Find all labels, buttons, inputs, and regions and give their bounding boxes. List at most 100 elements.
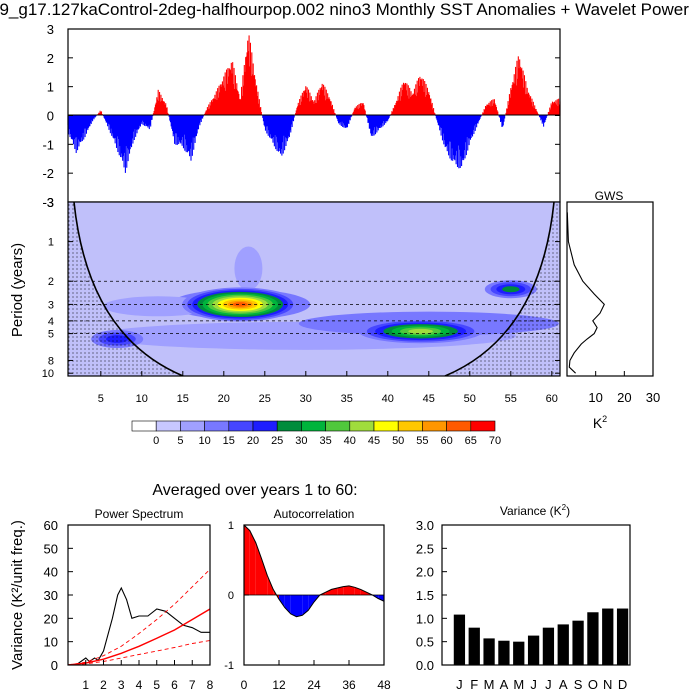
acf-segment [284,595,291,614]
acf-xtick-label: 0 [241,678,248,692]
variance-xtick-label: A [559,677,568,692]
gws-xtick-label: 20 [617,390,631,405]
ps-xtick-label: 7 [189,678,196,692]
acf-segment [337,586,344,595]
variance-bar-O [587,612,599,665]
ps-ytick-label: 60 [44,518,58,533]
acf-segment [349,585,355,595]
wave-xtick-label: 50 [464,393,476,405]
wave-xtick-label: 25 [259,393,271,405]
acf-segment [244,525,250,595]
variance-xtick-label: A [500,677,509,692]
acf-segment [343,585,349,595]
colorbar-label: 0 [153,435,159,447]
ps-series-upper-confidence [68,568,210,665]
gws-line-group [566,212,605,374]
colorbar-label: 20 [247,435,259,447]
coi-hatch-left [68,202,183,376]
variance-xtick-label: F [470,677,478,692]
acf-segment [308,595,314,611]
acf-ytick-label: 1 [228,520,234,532]
wave-xtick-label: 5 [98,393,104,405]
colorbar-label: 65 [465,435,477,447]
acf-segment [290,595,297,617]
acf-segment [325,589,332,595]
wave-xtick-label: 40 [382,393,394,405]
wavelet-frame [67,201,561,377]
ts-ytick-label: 1 [47,80,54,95]
variance-xtick-label: S [574,677,583,692]
colorbar-cell [131,420,157,432]
acf-segment [378,595,384,602]
ps-xtick-label: 2 [100,678,107,692]
colorbar-cell [155,420,181,432]
colorbar-cell [180,420,205,432]
colorbar-label: 45 [368,435,380,447]
colorbar-cell [325,420,351,432]
significance-lines [68,280,560,334]
ts-ytick-label: -2 [42,166,54,181]
ps-xtick-label: 6 [171,678,178,692]
colorbar-cell [373,420,399,432]
variance-ytick-label: 1.5 [416,588,434,603]
acf-segment [331,588,338,595]
power-contour-peak-3 [502,286,520,293]
variance-xtick-label: M [484,677,495,692]
variance-xtick-label: O [588,677,598,692]
colorbar-cell [276,420,302,432]
acf-xtick-label: 36 [342,678,356,692]
ps-series-lower-confidence [68,640,210,665]
variance-bar-M [483,638,495,665]
wave-xtick-label: 60 [546,393,558,405]
autocorrelation-ticks: 0 12 24 36 48 1 0 -1 [224,520,391,692]
cone-of-influence [68,202,560,376]
wave-ytick-label: 8 [48,355,54,367]
variance-title: Variance (K2) [500,503,570,518]
autocorrelation-panel: Autocorrelation 0 12 24 36 48 1 0 -1 [224,507,391,692]
colorbar-cell [397,420,423,432]
autocorrelation-title: Autocorrelation [274,507,355,521]
acf-segment [261,558,268,595]
acf-ytick-label: 0 [228,590,234,602]
ts-ytick-label: -1 [42,137,54,152]
variance-xtick-label: J [545,677,552,692]
timeseries-bars [67,35,561,173]
ps-xtick-label: 3 [118,678,125,692]
variance-ticks: J F M A M J J A S O N D0.00.51.01.52.02.53.0 [416,518,627,692]
colorbar-label: 70 [489,435,501,447]
acf-segment [279,595,285,608]
ps-ytick-label: 10 [44,635,58,650]
power-contour-peak-2 [408,328,433,334]
variance-xtick-label: M [513,677,524,692]
variance-ytick-label: 0.0 [416,658,434,673]
acf-xtick-label: 24 [307,678,321,692]
power-band [234,246,263,291]
colorbar-label: 25 [271,435,283,447]
acf-segment [249,530,256,595]
colorbar-cell [204,420,230,432]
colorbar-label: 5 [177,435,183,447]
averaged-label: Averaged over years 1 to 60: [152,482,357,499]
ps-xtick-label: 5 [153,678,160,692]
power-spectrum-ticks: 1 2 3 4 5 6 7 8 0 10 20 30 40 50 60 [44,518,214,692]
wave-ytick-label: 1 [48,237,54,249]
variance-bar-F [468,627,480,665]
wave-xtick-label: 30 [300,393,312,405]
variance-ytick-label: 2.0 [416,565,434,580]
colorbar-label: 55 [416,435,428,447]
colorbar-label: 35 [319,435,331,447]
gws-ticks: 10 20 30 [588,371,660,405]
acf-xtick-label: 12 [272,678,286,692]
power-spectrum-panel: Power Spectrum 1 2 3 4 5 6 7 8 0 10 20 30 40 50 60 Var… [9,507,214,692]
variance-ytick-label: 1.0 [416,611,434,626]
colorbar-cell [228,420,254,432]
variance-ytick-label: 2.5 [416,541,434,556]
ts-ytick-label: -3 [42,195,54,210]
ps-ytick-label: 0 [51,658,58,673]
timeseries-panel: 3 2 1 0 -1 -2 -3 [42,22,561,210]
power-spectrum-lines [68,568,210,665]
power-contour-peak-1 [232,302,248,307]
colorbar-label: 10 [198,435,210,447]
colorbar: 0 5 10 15 20 25 30 35 40 45 50 55 60 65 70 [131,420,501,447]
